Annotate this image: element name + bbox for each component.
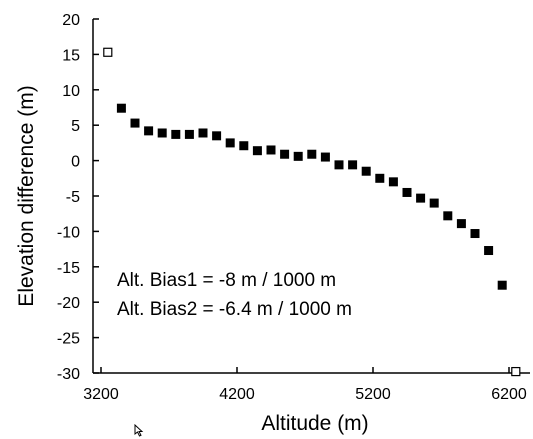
x-tick-label: 3200 <box>83 386 119 403</box>
data-point <box>212 131 222 141</box>
data-point <box>402 187 412 197</box>
data-point <box>198 128 208 138</box>
annotation-bias2: Alt. Bias2 = -6.4 m / 1000 m <box>117 299 352 320</box>
data-point <box>252 146 262 156</box>
data-point <box>130 118 140 128</box>
data-point <box>307 149 317 159</box>
data-point <box>144 126 154 136</box>
y-tick-label: 0 <box>71 154 80 171</box>
y-tick-label: -20 <box>57 295 80 312</box>
y-tick-label: -10 <box>57 224 80 241</box>
data-point <box>184 129 194 139</box>
data-point <box>348 160 358 170</box>
data-point <box>456 219 466 229</box>
y-tick-label: -5 <box>66 189 80 206</box>
data-point <box>416 193 426 203</box>
data-point <box>320 152 330 162</box>
x-axis-title: Altitude (m) <box>261 412 368 435</box>
y-axis-ticks: 20 15 10 5 0 -5 -10 -15 -20 -25 -30 <box>57 12 99 383</box>
x-tick-label: 4200 <box>219 386 255 403</box>
data-points <box>103 47 521 377</box>
data-point <box>225 138 235 148</box>
data-point <box>388 177 398 187</box>
y-tick-label: 20 <box>62 12 80 29</box>
y-axis-title: Elevation difference (m) <box>15 85 38 306</box>
data-point <box>334 160 344 170</box>
data-point <box>484 246 494 256</box>
mouse-pointer-icon <box>134 424 144 437</box>
y-tick-label: 10 <box>62 83 80 100</box>
x-tick-label: 6200 <box>491 386 527 403</box>
data-point <box>361 166 371 176</box>
data-point <box>429 198 439 208</box>
data-point <box>375 173 385 183</box>
x-tick-label: 5200 <box>355 386 391 403</box>
hollow-data-point <box>103 47 113 57</box>
annotation-bias1: Alt. Bias1 = -8 m / 1000 m <box>117 270 336 291</box>
y-tick-label: 5 <box>71 118 80 135</box>
data-point <box>293 151 303 161</box>
data-point <box>171 129 181 139</box>
y-tick-label: -15 <box>57 260 80 277</box>
data-point <box>239 141 249 151</box>
data-point <box>443 211 453 221</box>
x-axis-ticks: 3200 4200 5200 6200 <box>83 367 527 403</box>
data-point <box>280 149 290 159</box>
y-tick-label: -25 <box>57 331 80 348</box>
data-point <box>497 280 507 290</box>
data-point <box>266 145 276 155</box>
y-tick-label: 15 <box>62 47 80 64</box>
data-point <box>470 229 480 239</box>
data-point <box>116 103 126 113</box>
hollow-data-point <box>511 366 521 377</box>
data-point <box>157 128 167 138</box>
y-tick-label: -30 <box>57 366 80 383</box>
